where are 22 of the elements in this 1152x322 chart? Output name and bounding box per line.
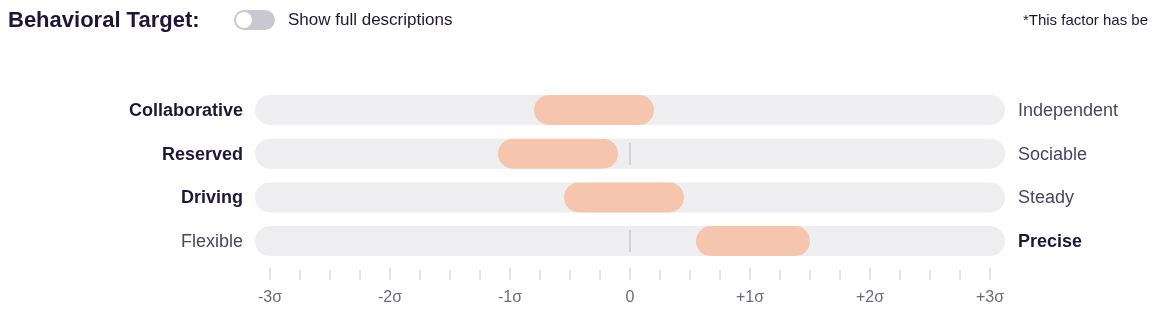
text: *This factor has be: [1022, 11, 1148, 28]
text: Independent: [1018, 100, 1119, 120]
y-tick-label: Flexible: [180, 231, 243, 252]
chart-title: Behavioral Target:: [8, 7, 200, 32]
text: Sociable: [1018, 143, 1088, 164]
bar: [534, 95, 654, 125]
bar: [564, 182, 684, 213]
x-tick-label: -1σ: [497, 288, 523, 305]
x-tick-label: +3σ: [975, 288, 1005, 305]
text: Show full descriptions: [288, 10, 453, 29]
y-tick-label: Reserved: [161, 143, 243, 164]
text: Steady: [1018, 187, 1075, 208]
x-tick-label: +1σ: [735, 288, 765, 305]
text: Precise: [1018, 231, 1083, 252]
x-tick-label: -2σ: [377, 288, 403, 305]
x-tick-label: +2σ: [855, 288, 885, 305]
y-tick-label: Collaborative: [128, 100, 243, 120]
bar: [498, 138, 618, 169]
x-tick-label: -3σ: [257, 288, 283, 305]
bar: [696, 226, 810, 257]
y-tick-label: Driving: [180, 187, 243, 208]
x-tick-label: 0: [625, 288, 635, 305]
